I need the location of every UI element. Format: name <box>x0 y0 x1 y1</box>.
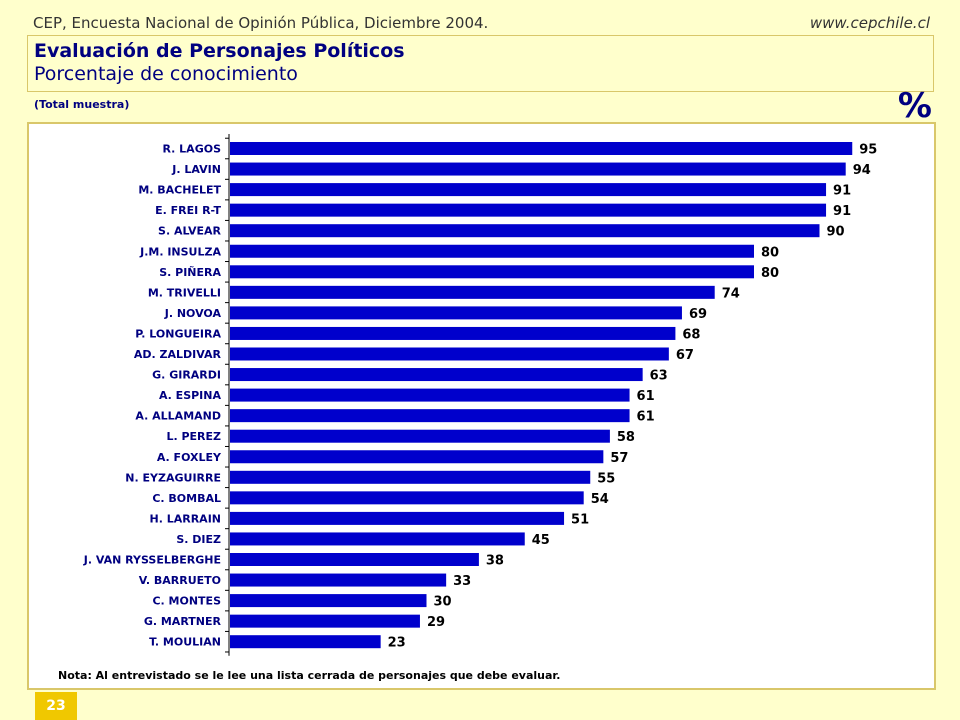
category-label: L. PEREZ <box>166 430 221 443</box>
category-label: J. NOVOA <box>164 307 222 320</box>
bar <box>230 388 630 402</box>
chart-subtitle: Porcentaje de conocimiento <box>34 63 298 85</box>
value-label: 80 <box>761 245 779 260</box>
survey-source: CEP, Encuesta Nacional de Opinión Públic… <box>33 14 489 32</box>
bar <box>230 470 591 484</box>
bar <box>230 183 827 197</box>
bar <box>230 326 676 340</box>
bar <box>230 573 447 587</box>
category-label: H. LARRAIN <box>150 512 222 525</box>
sample-label: (Total muestra) <box>34 98 130 111</box>
category-label: S. PIÑERA <box>159 266 221 279</box>
bar <box>230 635 381 649</box>
value-label: 51 <box>571 512 589 527</box>
website-link[interactable]: www.cepchile.cl <box>809 14 930 32</box>
category-label: E. FREI R-T <box>155 204 221 217</box>
bar <box>230 347 669 361</box>
category-label: R. LAGOS <box>162 143 221 156</box>
bar <box>230 532 525 546</box>
value-label: 29 <box>427 615 445 630</box>
bar <box>230 368 643 382</box>
value-label: 58 <box>617 430 635 445</box>
value-label: 54 <box>591 492 609 507</box>
category-label: AD. ZALDIVAR <box>134 348 222 361</box>
value-label: 61 <box>637 410 655 425</box>
category-label: A. FOXLEY <box>157 451 222 464</box>
value-label: 38 <box>486 554 504 569</box>
value-label: 30 <box>434 595 452 610</box>
value-label: 80 <box>761 266 779 281</box>
bar-chart: R. LAGOS 95 J. LAVIN 94 M. BACHELET 91 E. FREI… <box>83 134 877 656</box>
category-label: J. LAVIN <box>171 163 221 176</box>
bar <box>230 409 630 423</box>
value-label: 45 <box>532 533 550 548</box>
bar <box>230 594 427 608</box>
bar <box>230 553 479 566</box>
category-label: S. DIEZ <box>176 533 221 546</box>
bar <box>230 614 420 628</box>
unit-label: % <box>897 86 932 126</box>
bar <box>230 429 610 443</box>
category-label: P. LONGUEIRA <box>135 327 221 340</box>
value-label: 91 <box>833 204 851 219</box>
bar <box>230 306 682 320</box>
value-label: 33 <box>453 574 471 589</box>
category-label: M. BACHELET <box>138 184 221 197</box>
bar <box>230 203 827 217</box>
value-label: 67 <box>676 348 694 363</box>
category-label: C. MONTES <box>152 595 221 608</box>
value-label: 23 <box>388 636 406 651</box>
value-label: 68 <box>682 327 700 342</box>
category-label: J. VAN RYSSELBERGHE <box>83 554 221 567</box>
value-label: 57 <box>610 451 628 466</box>
category-label: J.M. INSULZA <box>139 245 221 258</box>
bar <box>230 162 846 176</box>
bar <box>230 285 715 299</box>
category-label: M. TRIVELLI <box>148 286 221 299</box>
category-label: V. BARRUETO <box>139 574 221 587</box>
value-label: 61 <box>637 389 655 404</box>
bar <box>230 244 754 258</box>
title-box: Evaluación de Personajes Políticos Porce… <box>27 35 934 92</box>
value-label: 74 <box>722 286 740 301</box>
bar <box>230 265 754 279</box>
value-label: 55 <box>597 471 615 486</box>
bar <box>230 224 820 238</box>
value-label: 63 <box>650 369 668 384</box>
category-label: A. ALLAMAND <box>135 410 221 423</box>
chart-title: Evaluación de Personajes Políticos <box>34 40 405 62</box>
category-label: T. MOULIAN <box>149 636 221 649</box>
bar <box>230 511 565 525</box>
footnote: Nota: Al entrevistado se le lee una list… <box>58 669 561 682</box>
bar <box>230 142 853 155</box>
chart-panel: R. LAGOS 95 J. LAVIN 94 M. BACHELET 91 E. FREI… <box>27 122 936 690</box>
bar <box>230 450 604 464</box>
value-label: 90 <box>827 225 845 240</box>
value-label: 94 <box>853 163 871 178</box>
category-label: G. GIRARDI <box>152 369 221 382</box>
category-label: N. EYZAGUIRRE <box>125 471 221 484</box>
bar <box>230 491 584 505</box>
category-label: S. ALVEAR <box>158 225 221 238</box>
value-label: 69 <box>689 307 707 322</box>
page-number: 23 <box>35 692 77 720</box>
value-label: 95 <box>859 143 877 158</box>
category-label: G. MARTNER <box>144 615 222 628</box>
category-label: A. ESPINA <box>159 389 222 402</box>
value-label: 91 <box>833 184 851 199</box>
category-label: C. BOMBAL <box>152 492 221 505</box>
